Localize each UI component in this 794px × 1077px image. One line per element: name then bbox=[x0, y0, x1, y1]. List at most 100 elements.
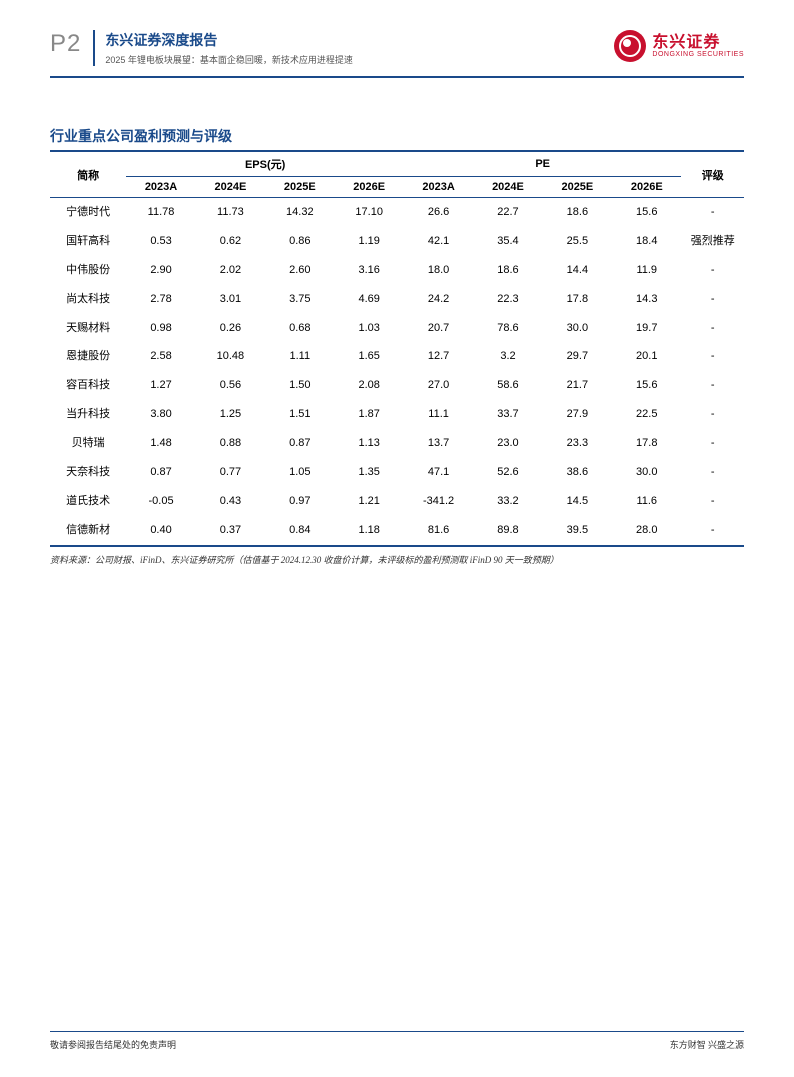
source-note: 资料来源：公司财报、iFinD、东兴证券研究所（估值基于 2024.12.30 … bbox=[50, 553, 744, 566]
rating-cell: - bbox=[681, 371, 744, 400]
rating-cell: - bbox=[681, 400, 744, 429]
pe-cell: 33.7 bbox=[473, 400, 542, 429]
pe-cell: 38.6 bbox=[543, 458, 612, 487]
eps-cell: 0.26 bbox=[196, 314, 265, 343]
pe-cell: 14.4 bbox=[543, 256, 612, 285]
pe-cell: 11.9 bbox=[612, 256, 681, 285]
year-header: 2026E bbox=[612, 177, 681, 198]
year-header: 2024E bbox=[473, 177, 542, 198]
company-name-cell: 国轩高科 bbox=[50, 227, 126, 256]
pe-cell: 24.2 bbox=[404, 285, 473, 314]
eps-cell: 1.27 bbox=[126, 371, 195, 400]
col-name-header: 简称 bbox=[50, 151, 126, 198]
group-pe-header: PE bbox=[404, 151, 682, 177]
eps-cell: 3.75 bbox=[265, 285, 334, 314]
eps-cell: 2.90 bbox=[126, 256, 195, 285]
logo-en: DONGXING SECURITIES bbox=[652, 51, 744, 58]
eps-cell: 17.10 bbox=[335, 198, 404, 227]
pe-cell: 35.4 bbox=[473, 227, 542, 256]
pe-cell: 58.6 bbox=[473, 371, 542, 400]
brand-logo: 东兴证券 DONGXING SECURITIES bbox=[614, 30, 744, 62]
eps-cell: 0.62 bbox=[196, 227, 265, 256]
pe-cell: 20.1 bbox=[612, 342, 681, 371]
eps-cell: 11.73 bbox=[196, 198, 265, 227]
company-name-cell: 道氏技术 bbox=[50, 487, 126, 516]
pe-cell: 18.6 bbox=[543, 198, 612, 227]
pe-cell: 47.1 bbox=[404, 458, 473, 487]
company-name-cell: 天奈科技 bbox=[50, 458, 126, 487]
eps-cell: 0.98 bbox=[126, 314, 195, 343]
eps-cell: 1.25 bbox=[196, 400, 265, 429]
pe-cell: 27.0 bbox=[404, 371, 473, 400]
logo-text: 东兴证券 DONGXING SECURITIES bbox=[652, 35, 744, 58]
pe-cell: 26.6 bbox=[404, 198, 473, 227]
logo-icon bbox=[614, 30, 646, 62]
pe-cell: 39.5 bbox=[543, 516, 612, 546]
pe-cell: 78.6 bbox=[473, 314, 542, 343]
eps-cell: 0.97 bbox=[265, 487, 334, 516]
eps-cell: 0.87 bbox=[265, 429, 334, 458]
table-row: 贝特瑞1.480.880.871.1313.723.023.317.8- bbox=[50, 429, 744, 458]
rating-cell: - bbox=[681, 516, 744, 546]
eps-cell: 2.58 bbox=[126, 342, 195, 371]
pe-cell: 22.7 bbox=[473, 198, 542, 227]
pe-cell: 22.3 bbox=[473, 285, 542, 314]
eps-cell: 3.80 bbox=[126, 400, 195, 429]
eps-cell: 1.21 bbox=[335, 487, 404, 516]
forecast-table: 简称 EPS(元) PE 评级 2023A 2024E 2025E 2026E … bbox=[50, 150, 744, 547]
table-row: 当升科技3.801.251.511.8711.133.727.922.5- bbox=[50, 400, 744, 429]
pe-cell: 21.7 bbox=[543, 371, 612, 400]
title-block: 东兴证券深度报告 2025 年锂电板块展望：基本面企稳回暖，新技术应用进程提速 bbox=[93, 30, 353, 66]
eps-cell: 4.69 bbox=[335, 285, 404, 314]
pe-cell: 23.3 bbox=[543, 429, 612, 458]
eps-cell: 1.03 bbox=[335, 314, 404, 343]
eps-cell: 1.48 bbox=[126, 429, 195, 458]
pe-cell: 15.6 bbox=[612, 198, 681, 227]
page-footer: 敬请参阅报告结尾处的免责声明 东方财智 兴盛之源 bbox=[50, 1031, 744, 1051]
pe-cell: 14.3 bbox=[612, 285, 681, 314]
rating-cell: - bbox=[681, 285, 744, 314]
footer-right: 东方财智 兴盛之源 bbox=[670, 1038, 744, 1051]
table-row: 中伟股份2.902.022.603.1618.018.614.411.9- bbox=[50, 256, 744, 285]
table-row: 国轩高科0.530.620.861.1942.135.425.518.4强烈推荐 bbox=[50, 227, 744, 256]
rating-cell: 强烈推荐 bbox=[681, 227, 744, 256]
rating-cell: - bbox=[681, 198, 744, 227]
pe-cell: 42.1 bbox=[404, 227, 473, 256]
company-name-cell: 天赐材料 bbox=[50, 314, 126, 343]
col-rating-header: 评级 bbox=[681, 151, 744, 198]
eps-cell: 0.56 bbox=[196, 371, 265, 400]
eps-cell: 0.86 bbox=[265, 227, 334, 256]
pe-cell: 17.8 bbox=[612, 429, 681, 458]
table-row: 恩捷股份2.5810.481.111.6512.73.229.720.1- bbox=[50, 342, 744, 371]
eps-cell: 0.43 bbox=[196, 487, 265, 516]
eps-cell: 1.13 bbox=[335, 429, 404, 458]
company-name-cell: 容百科技 bbox=[50, 371, 126, 400]
eps-cell: 1.05 bbox=[265, 458, 334, 487]
pe-cell: 18.4 bbox=[612, 227, 681, 256]
eps-cell: 2.60 bbox=[265, 256, 334, 285]
table-row: 容百科技1.270.561.502.0827.058.621.715.6- bbox=[50, 371, 744, 400]
year-header: 2024E bbox=[196, 177, 265, 198]
eps-cell: 11.78 bbox=[126, 198, 195, 227]
eps-cell: 1.18 bbox=[335, 516, 404, 546]
table-row: 信德新材0.400.370.841.1881.689.839.528.0- bbox=[50, 516, 744, 546]
pe-cell: 33.2 bbox=[473, 487, 542, 516]
pe-cell: 81.6 bbox=[404, 516, 473, 546]
eps-cell: 1.51 bbox=[265, 400, 334, 429]
pe-cell: 89.8 bbox=[473, 516, 542, 546]
rating-cell: - bbox=[681, 314, 744, 343]
pe-cell: 20.7 bbox=[404, 314, 473, 343]
table-row: 天奈科技0.870.771.051.3547.152.638.630.0- bbox=[50, 458, 744, 487]
pe-cell: 11.1 bbox=[404, 400, 473, 429]
pe-cell: 52.6 bbox=[473, 458, 542, 487]
table-body: 宁德时代11.7811.7314.3217.1026.622.718.615.6… bbox=[50, 198, 744, 546]
eps-cell: 3.01 bbox=[196, 285, 265, 314]
rating-cell: - bbox=[681, 342, 744, 371]
pe-cell: -341.2 bbox=[404, 487, 473, 516]
pe-cell: 19.7 bbox=[612, 314, 681, 343]
table-row: 宁德时代11.7811.7314.3217.1026.622.718.615.6… bbox=[50, 198, 744, 227]
eps-cell: 2.78 bbox=[126, 285, 195, 314]
eps-cell: 3.16 bbox=[335, 256, 404, 285]
pe-cell: 27.9 bbox=[543, 400, 612, 429]
eps-cell: 1.11 bbox=[265, 342, 334, 371]
